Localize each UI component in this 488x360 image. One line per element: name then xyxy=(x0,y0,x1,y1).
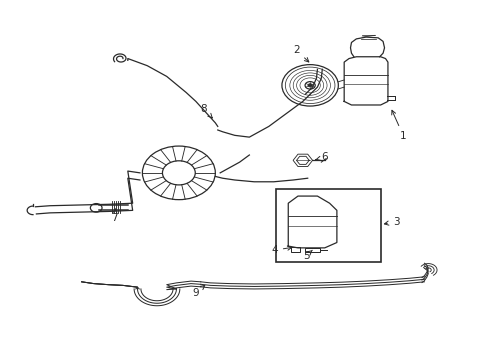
Bar xyxy=(290,247,300,252)
Bar xyxy=(305,248,319,252)
Text: 9: 9 xyxy=(192,285,204,298)
Circle shape xyxy=(307,84,312,87)
Text: 2: 2 xyxy=(292,45,308,62)
Text: 5: 5 xyxy=(302,250,312,261)
Text: 1: 1 xyxy=(391,110,406,141)
Text: 4: 4 xyxy=(271,245,291,255)
Text: 7: 7 xyxy=(111,209,117,223)
Text: 6: 6 xyxy=(315,152,327,162)
Text: 3: 3 xyxy=(384,217,399,227)
Bar xyxy=(276,189,380,262)
Text: 8: 8 xyxy=(201,104,212,118)
